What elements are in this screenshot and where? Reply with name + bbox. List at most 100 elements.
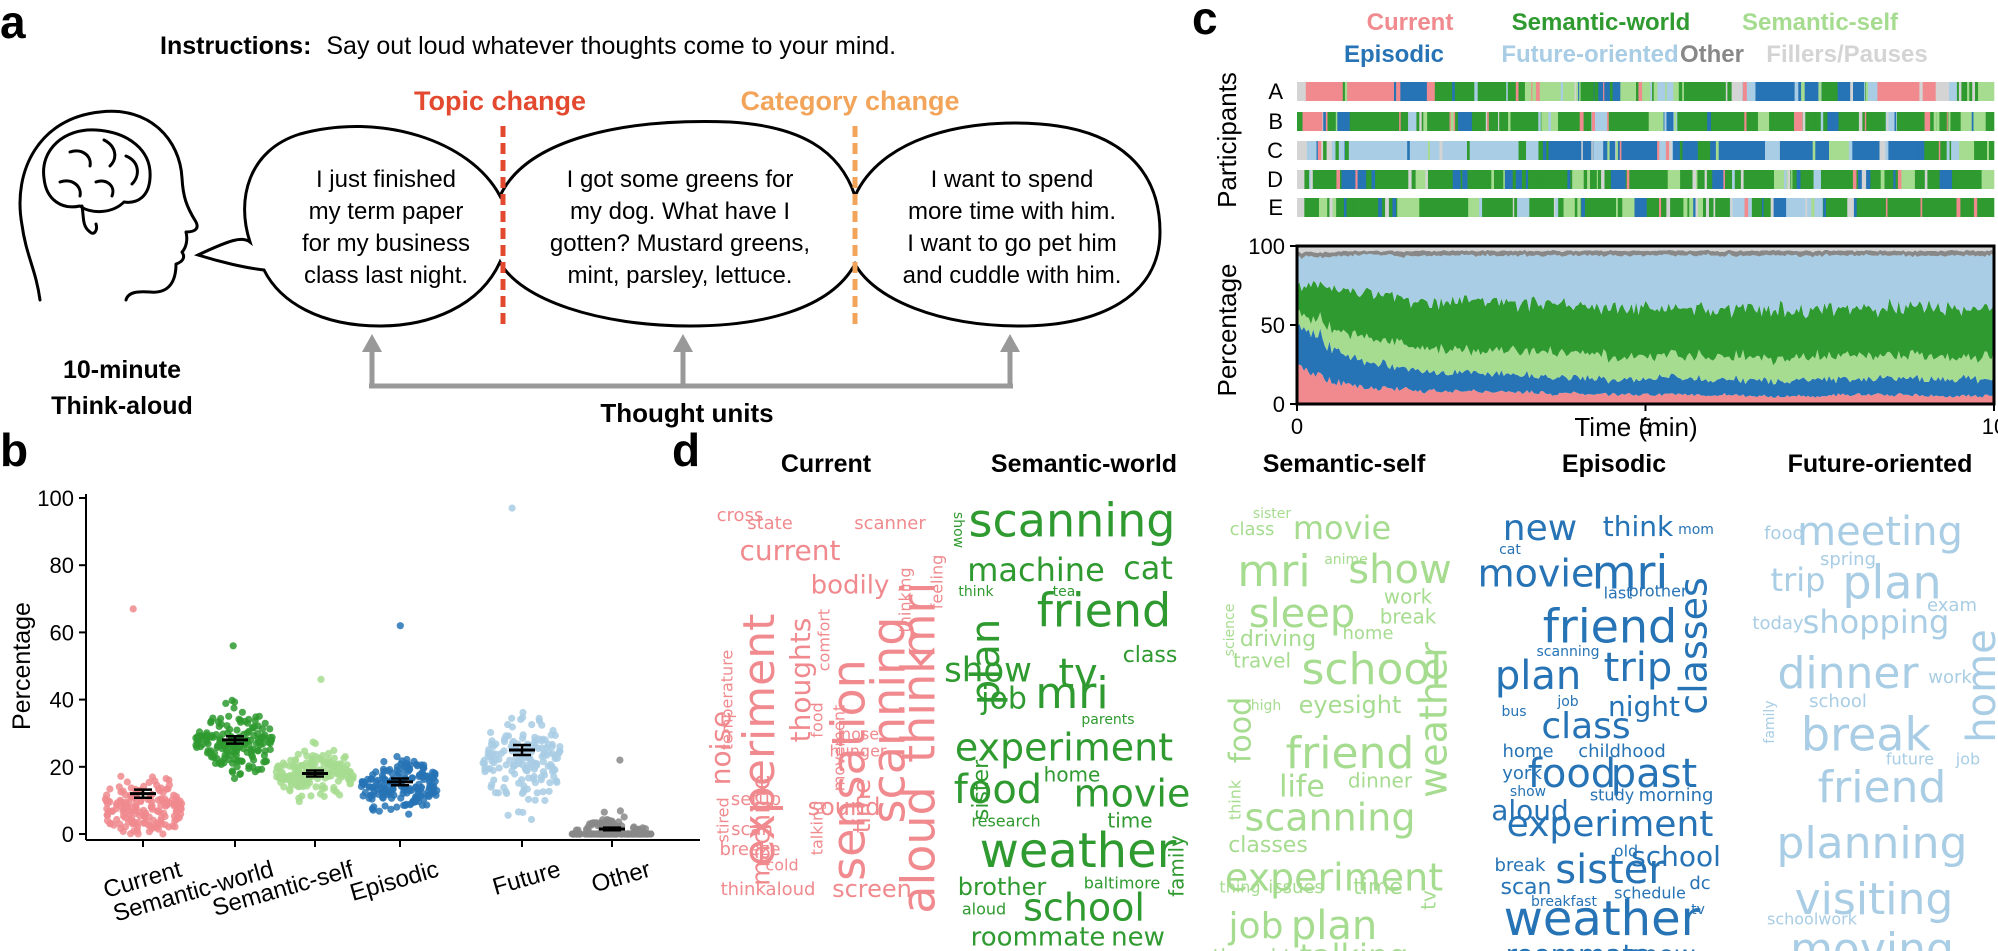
b-data-point bbox=[514, 758, 522, 766]
d-word: school bbox=[1809, 691, 1867, 712]
b-data-point bbox=[551, 755, 559, 763]
c-segment-semantic_world bbox=[1480, 198, 1518, 217]
c-segment-fillers bbox=[1713, 198, 1716, 217]
c-participant-row-D bbox=[1297, 170, 1995, 189]
c-segment-episodic bbox=[1585, 141, 1588, 160]
d-word: scanner bbox=[854, 513, 926, 534]
b-data-point bbox=[508, 767, 516, 775]
bubble-1-line-3: for my business bbox=[302, 230, 470, 257]
c-segment-current bbox=[1877, 82, 1936, 101]
b-data-point bbox=[252, 739, 261, 748]
c-segment-semantic_world bbox=[1471, 112, 1542, 131]
d-word: new bbox=[1111, 923, 1165, 951]
c-segment-future bbox=[1560, 82, 1563, 101]
d-word: friend bbox=[1286, 728, 1415, 779]
b-data-point bbox=[225, 712, 233, 720]
d-word: dc bbox=[1689, 873, 1710, 894]
d-word: movie bbox=[1478, 552, 1595, 596]
c-segment-semantic_world bbox=[1609, 82, 1613, 101]
c-segment-episodic bbox=[1886, 141, 1925, 160]
b-data-point bbox=[277, 778, 285, 787]
d-word: bodily bbox=[811, 571, 890, 601]
b-data-point bbox=[408, 774, 416, 782]
d-word: baltimore bbox=[1084, 874, 1161, 893]
d-word: scanning bbox=[969, 494, 1176, 548]
b-data-point bbox=[161, 802, 170, 810]
c-segment-episodic bbox=[1779, 141, 1833, 160]
b-data-point bbox=[432, 791, 440, 799]
c-segment-semantic_world bbox=[1747, 112, 1750, 131]
b-data-point bbox=[247, 746, 255, 754]
b-data-point bbox=[170, 800, 178, 808]
b-data-point bbox=[301, 778, 309, 786]
d-word: machine bbox=[747, 774, 777, 886]
b-data-point bbox=[117, 772, 125, 780]
c-segment-semantic_self bbox=[1880, 170, 1885, 189]
d-word: mri bbox=[1237, 546, 1310, 597]
c-segment-episodic bbox=[1712, 170, 1725, 189]
b-data-point bbox=[233, 726, 241, 734]
b-data-point bbox=[625, 830, 633, 838]
c-segment-semantic_world bbox=[1327, 112, 1337, 131]
b-data-point bbox=[132, 802, 140, 810]
c-segment-fillers bbox=[1935, 82, 1950, 101]
d-word: brother bbox=[958, 873, 1047, 901]
d-word: bus bbox=[1501, 704, 1526, 720]
b-data-point bbox=[157, 814, 165, 822]
c-segment-semantic_world bbox=[1951, 170, 1982, 189]
b-data-point bbox=[423, 801, 431, 809]
legend-episodic: Episodic bbox=[1344, 41, 1444, 68]
b-swarm-future bbox=[479, 504, 564, 824]
c-segment-current bbox=[1973, 198, 1978, 217]
b-data-point bbox=[272, 768, 280, 776]
d-word: aloud bbox=[1491, 794, 1569, 827]
c-segment-future bbox=[1555, 198, 1559, 217]
d-word: thinkaloud bbox=[721, 879, 816, 900]
c-segment-future bbox=[1548, 112, 1551, 131]
c-segment-future bbox=[1408, 112, 1417, 131]
b-data-point bbox=[396, 622, 404, 630]
b-data-point bbox=[266, 734, 274, 742]
c-segment-future bbox=[1591, 112, 1609, 131]
panel-c-legend: Current Semantic-world Semantic-self Episod… bbox=[1344, 9, 1928, 68]
b-data-point bbox=[172, 815, 181, 824]
b-data-point bbox=[539, 768, 548, 776]
c-segment-semantic_self bbox=[1648, 112, 1651, 131]
c-segment-semantic_world bbox=[1419, 198, 1469, 217]
c-area-future bbox=[1297, 253, 1994, 319]
b-data-point bbox=[315, 755, 324, 763]
b-data-point bbox=[508, 504, 516, 512]
d-word: talking bbox=[1299, 937, 1408, 951]
b-data-point bbox=[400, 762, 408, 771]
c-segment-semantic_world bbox=[1580, 82, 1595, 101]
c-segment-semantic_self bbox=[1607, 141, 1610, 160]
b-data-point bbox=[210, 754, 218, 762]
c-segment-future bbox=[1820, 112, 1824, 131]
c-segment-future bbox=[1507, 141, 1510, 160]
speech-bubble-outline bbox=[193, 120, 1162, 328]
b-y-tick-label: 100 bbox=[37, 486, 74, 511]
b-data-point bbox=[535, 717, 544, 725]
d-word: sister bbox=[969, 759, 994, 820]
c-segment-fillers bbox=[1297, 198, 1305, 217]
c-segment-episodic bbox=[1581, 198, 1585, 217]
b-data-point bbox=[319, 782, 327, 790]
c-segment-fillers bbox=[1425, 170, 1428, 189]
d-cloud-title-semantic_world: Semantic-world bbox=[991, 450, 1177, 478]
d-word: mri bbox=[1592, 546, 1669, 600]
b-data-point bbox=[261, 747, 269, 755]
c-segment-episodic bbox=[1603, 141, 1659, 160]
b-x-tick-label: Episodic bbox=[347, 856, 442, 907]
d-word: plan bbox=[1842, 556, 1941, 610]
d-word: scanning bbox=[1537, 644, 1600, 660]
c-segment-semantic_world bbox=[1952, 170, 1955, 189]
b-data-point bbox=[541, 796, 549, 805]
b-data-point bbox=[527, 815, 536, 824]
b-data-point bbox=[254, 747, 262, 755]
d-word: experiment bbox=[1225, 856, 1443, 900]
d-word: break bbox=[1380, 605, 1437, 629]
d-word: talking bbox=[808, 801, 827, 856]
d-word: school bbox=[1301, 644, 1442, 695]
c-segment-episodic bbox=[1853, 198, 1857, 217]
b-y-tick-label: 40 bbox=[50, 688, 74, 713]
